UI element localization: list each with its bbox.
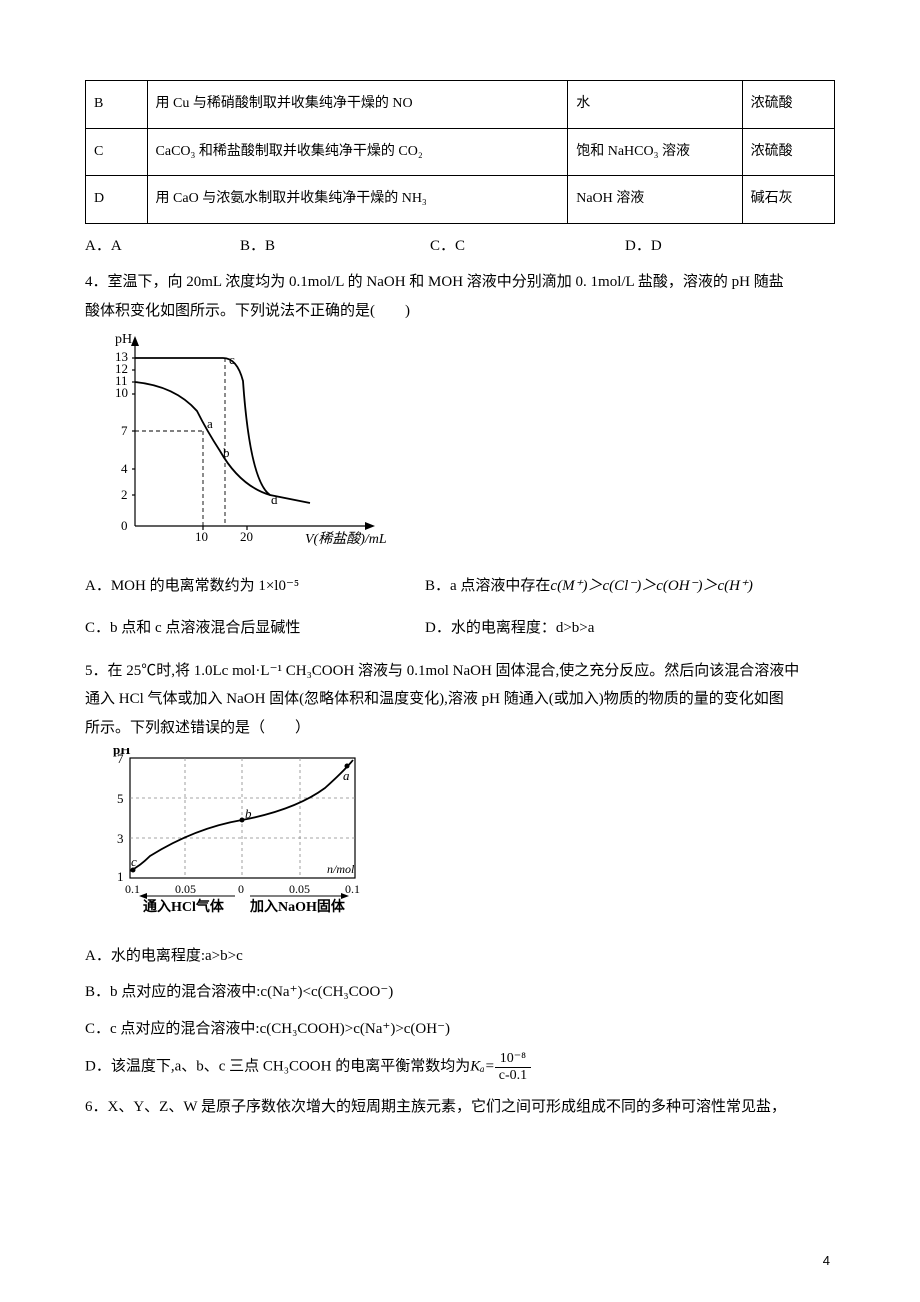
svg-text:20: 20 — [240, 529, 253, 544]
choice-a: A．A — [85, 232, 240, 261]
svg-text:7: 7 — [117, 751, 124, 766]
row-label: B — [86, 81, 148, 129]
svg-text:c: c — [131, 854, 137, 869]
svg-text:4: 4 — [121, 461, 128, 476]
q5-graph: pH 7 5 3 1 0.1 0.05 0 0.05 0.1 n/mol a b… — [95, 748, 835, 934]
row-c4: 浓硫酸 — [742, 128, 834, 176]
svg-text:n/mol: n/mol — [327, 862, 355, 876]
svg-text:3: 3 — [117, 831, 124, 846]
table-row: D 用 CaO 与浓氨水制取并收集纯净干燥的 NH₃ NaOH 溶液 碱石灰 — [86, 176, 835, 224]
svg-text:a: a — [343, 768, 350, 783]
svg-text:0.1: 0.1 — [125, 882, 140, 896]
q5-stem-line3: 所示。下列叙述错误的是（ ） — [85, 714, 835, 743]
row-desc: 用 CaO 与浓氨水制取并收集纯净干燥的 NH₃ — [147, 176, 568, 224]
svg-text:b: b — [223, 445, 230, 460]
q5-choice-a: A．水的电离程度:a>b>c — [85, 942, 835, 971]
row-c4: 浓硫酸 — [742, 81, 834, 129]
y-label: pH — [115, 332, 132, 347]
svg-text:0: 0 — [238, 882, 244, 896]
svg-text:5: 5 — [117, 791, 124, 806]
q4-choice-d: D．水的电离程度：d>b>a — [425, 614, 835, 643]
row-desc: CaCO₃ 和稀盐酸制取并收集纯净干燥的 CO₂ — [147, 128, 568, 176]
row-desc: 用 Cu 与稀硝酸制取并收集纯净干燥的 NO — [147, 81, 568, 129]
table-row: C CaCO₃ 和稀盐酸制取并收集纯净干燥的 CO₂ 饱和 NaHCO₃ 溶液 … — [86, 128, 835, 176]
q5-choice-c: C．c 点对应的混合溶液中:c(CH₃COOH)>c(Na⁺)>c(OH⁻) — [85, 1015, 835, 1044]
options-table: B 用 Cu 与稀硝酸制取并收集纯净干燥的 NO 水 浓硫酸 C CaCO₃ 和… — [85, 80, 835, 224]
svg-text:c: c — [229, 352, 235, 367]
q5-choice-d: D．该温度下,a、b、c 三点 CH₃COOH 的电离平衡常数均为Kₐ=10⁻⁸… — [85, 1051, 835, 1083]
row-c3: 水 — [568, 81, 742, 129]
q4-choice-c: C．b 点和 c 点溶液混合后显碱性 — [85, 614, 425, 643]
q5-choice-b: B．b 点对应的混合溶液中:c(Na⁺)<c(CH₃COO⁻) — [85, 978, 835, 1007]
svg-text:10: 10 — [195, 529, 208, 544]
svg-text:V(稀盐酸)/mL: V(稀盐酸)/mL — [305, 531, 387, 547]
q4-choice-b: B．a 点溶液中存在c(M⁺)＞c(Cl⁻)＞c(OH⁻)＞c(H⁺) — [425, 572, 835, 601]
row-c3: 饱和 NaHCO₃ 溶液 — [568, 128, 742, 176]
svg-text:加入NaOH固体: 加入NaOH固体 — [249, 898, 346, 915]
q4-stem-line1: 4．室温下，向 20mL 浓度均为 0.1mol/L 的 NaOH 和 MOH … — [85, 268, 835, 297]
svg-text:2: 2 — [121, 487, 128, 502]
q4-choice-a: A．MOH 的电离常数约为 1×l0⁻⁵ — [85, 572, 425, 601]
svg-text:通入HCl气体: 通入HCl气体 — [143, 898, 225, 915]
q5-stem-line2: 通入 HCl 气体或加入 NaOH 固体(忽略体积和温度变化),溶液 pH 随通… — [85, 685, 835, 714]
svg-text:0.05: 0.05 — [289, 882, 310, 896]
svg-text:a: a — [207, 416, 213, 431]
svg-text:0.1: 0.1 — [345, 882, 360, 896]
page-number: 4 — [823, 1249, 830, 1274]
svg-text:1: 1 — [117, 869, 124, 884]
q6-stem: 6．X、Y、Z、W 是原子序数依次增大的短周期主族元素，它们之间可形成组成不同的… — [85, 1093, 835, 1122]
row-c4: 碱石灰 — [742, 176, 834, 224]
svg-text:b: b — [245, 806, 252, 821]
svg-text:10: 10 — [115, 385, 128, 400]
row-label: D — [86, 176, 148, 224]
q4-graph: pH 13 12 11 10 7 4 2 0 10 20 V(稀盐酸)/mL a — [95, 331, 835, 562]
table-choice-row: A．A B．B C．C D．D — [85, 232, 835, 261]
choice-c: C．C — [430, 232, 625, 261]
q4-stem-line2: 酸体积变化如图所示。下列说法不正确的是( ) — [85, 297, 835, 326]
svg-text:d: d — [271, 492, 278, 507]
choice-d: D．D — [625, 232, 662, 261]
svg-text:0: 0 — [121, 518, 128, 533]
row-c3: NaOH 溶液 — [568, 176, 742, 224]
table-row: B 用 Cu 与稀硝酸制取并收集纯净干燥的 NO 水 浓硫酸 — [86, 81, 835, 129]
row-label: C — [86, 128, 148, 176]
q5-stem-line1: 5．在 25℃时,将 1.0Lc mol·L⁻¹ CH₃COOH 溶液与 0.1… — [85, 657, 835, 686]
choice-b: B．B — [240, 232, 430, 261]
svg-text:0.05: 0.05 — [175, 882, 196, 896]
svg-text:7: 7 — [121, 423, 128, 438]
